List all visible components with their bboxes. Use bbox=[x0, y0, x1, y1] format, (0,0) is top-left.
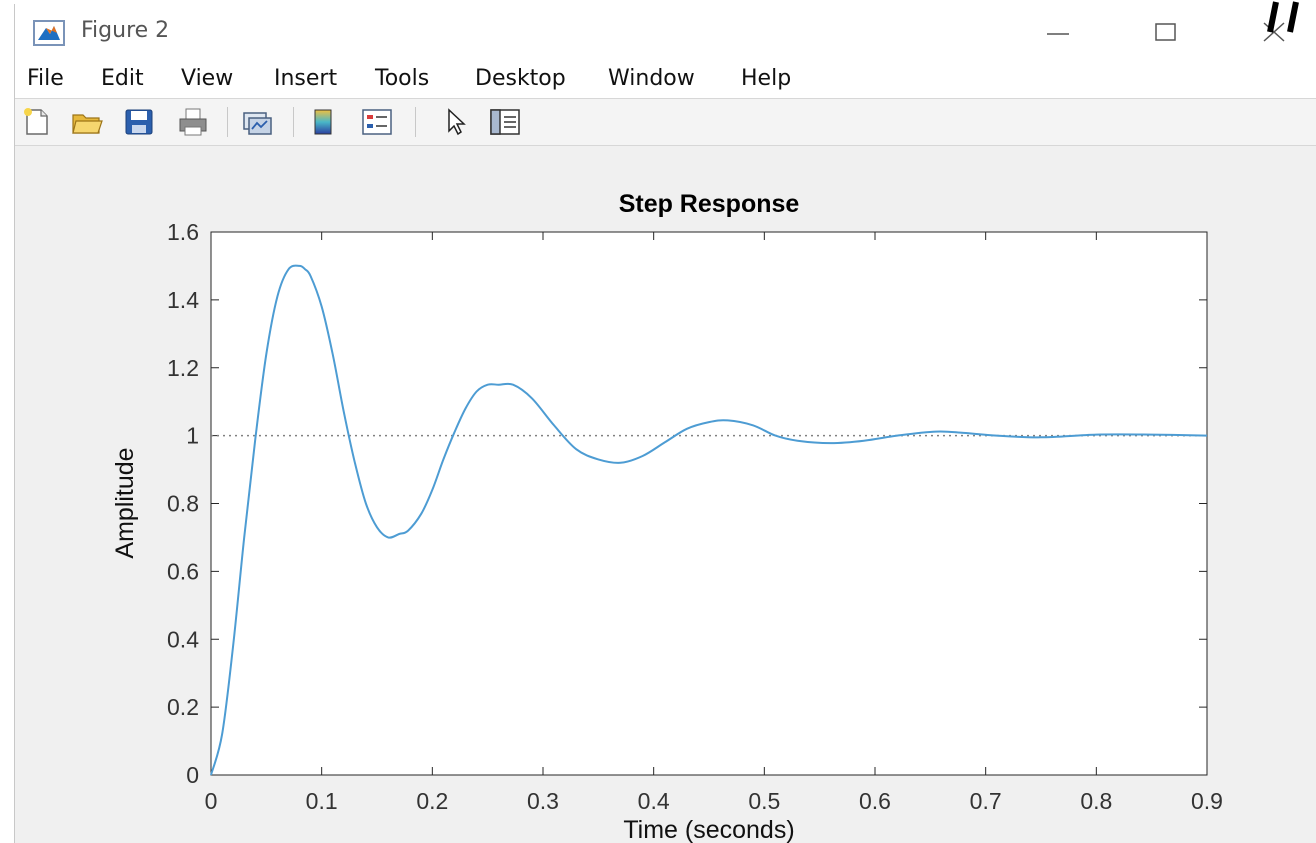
save-icon[interactable] bbox=[123, 107, 155, 137]
x-tick-labels: 0 0.1 0.2 0.3 0.4 0.5 0.6 0.7 0.8 0.9 bbox=[205, 788, 1223, 814]
pointer-icon[interactable] bbox=[443, 107, 475, 137]
maximize-button[interactable] bbox=[1143, 12, 1189, 52]
y-tick-label: 0.6 bbox=[167, 558, 199, 584]
close-button[interactable] bbox=[1251, 12, 1297, 52]
y-tick-label: 1.6 bbox=[167, 219, 199, 245]
menu-insert[interactable]: Insert bbox=[274, 66, 338, 91]
menu-help[interactable]: Help bbox=[741, 66, 792, 91]
menu-window[interactable]: Window bbox=[608, 66, 695, 91]
x-tick-label: 0.2 bbox=[416, 788, 448, 814]
x-tick-label: 0.4 bbox=[638, 788, 670, 814]
menu-tools[interactable]: Tools bbox=[375, 66, 430, 91]
link-plot-icon[interactable] bbox=[241, 107, 273, 137]
maximize-icon bbox=[1155, 23, 1176, 41]
x-tick-label: 0.8 bbox=[1080, 788, 1112, 814]
print-icon[interactable] bbox=[177, 107, 209, 137]
y-tick-label: 0.2 bbox=[167, 694, 199, 720]
colorbar-icon[interactable] bbox=[307, 107, 339, 137]
series-line bbox=[210, 264, 1208, 776]
x-tick-label: 0.5 bbox=[748, 788, 780, 814]
x-tick-label: 0.6 bbox=[859, 788, 891, 814]
chart-title: Step Response bbox=[619, 190, 800, 218]
toolbar-separator bbox=[227, 107, 228, 137]
corner-decoration bbox=[1267, 1, 1299, 33]
y-tick-label: 0.4 bbox=[167, 626, 199, 652]
open-file-icon[interactable] bbox=[71, 107, 103, 137]
toolbar-separator bbox=[293, 107, 294, 137]
close-icon bbox=[1263, 22, 1285, 42]
legend-icon[interactable] bbox=[361, 107, 393, 137]
axes-background bbox=[210, 231, 1208, 776]
minimize-button[interactable] bbox=[1035, 12, 1081, 52]
menu-bar: File Edit View Insert Tools Desktop Wind… bbox=[15, 60, 1316, 99]
menu-file[interactable]: File bbox=[27, 66, 64, 91]
new-figure-icon[interactable] bbox=[21, 107, 53, 137]
x-axis-label: Time (seconds) bbox=[623, 816, 794, 843]
minimize-icon bbox=[1047, 33, 1069, 35]
window-title: Figure 2 bbox=[81, 18, 170, 43]
y-tick-labels: 0 0.2 0.4 0.6 0.8 1 1.2 1.4 1.6 bbox=[167, 219, 199, 788]
toolbar-separator bbox=[415, 107, 416, 137]
menu-desktop[interactable]: Desktop bbox=[475, 66, 566, 91]
property-editor-icon[interactable] bbox=[489, 107, 521, 137]
x-tick-label: 0.7 bbox=[970, 788, 1002, 814]
matlab-logo-icon bbox=[33, 20, 65, 46]
y-tick-label: 0.8 bbox=[167, 491, 199, 517]
toolbar bbox=[15, 99, 1316, 146]
y-tick-label: 0 bbox=[186, 762, 199, 788]
x-tick-label: 0 bbox=[205, 788, 218, 814]
menu-view[interactable]: View bbox=[181, 66, 234, 91]
y-tick-label: 1.4 bbox=[167, 287, 199, 313]
menu-edit[interactable]: Edit bbox=[101, 66, 144, 91]
x-tick-label: 0.9 bbox=[1191, 788, 1223, 814]
y-axis-label: Amplitude bbox=[111, 447, 139, 558]
x-tick-label: 0.1 bbox=[306, 788, 338, 814]
title-bar: Figure 2 bbox=[15, 4, 1316, 60]
y-tick-label: 1.2 bbox=[167, 355, 199, 381]
y-tick-label: 1 bbox=[186, 423, 199, 449]
x-tick-label: 0.3 bbox=[527, 788, 559, 814]
